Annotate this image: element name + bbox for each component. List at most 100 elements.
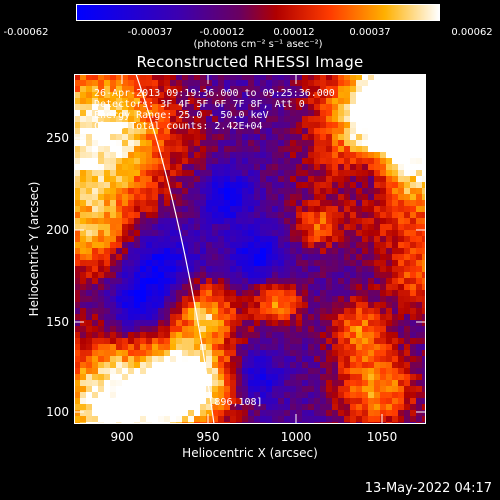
image-pixel: [314, 314, 321, 321]
image-pixel: [80, 338, 87, 345]
image-pixel: [362, 290, 369, 297]
image-pixel: [422, 344, 426, 351]
image-pixel: [104, 416, 111, 423]
image-pixel: [230, 314, 237, 321]
image-pixel: [122, 314, 129, 321]
image-pixel: [224, 290, 231, 297]
image-pixel: [206, 404, 213, 411]
image-pixel: [206, 206, 213, 213]
image-pixel: [242, 146, 249, 153]
image-pixel: [158, 116, 165, 123]
image-pixel: [188, 380, 195, 387]
image-pixel: [236, 236, 243, 243]
image-pixel: [386, 254, 393, 261]
image-pixel: [230, 332, 237, 339]
image-pixel: [176, 122, 183, 129]
image-pixel: [338, 248, 345, 255]
image-pixel: [140, 212, 147, 219]
image-pixel: [290, 218, 297, 225]
image-pixel: [74, 98, 81, 105]
image-pixel: [158, 110, 165, 117]
image-pixel: [92, 368, 99, 375]
image-pixel: [422, 266, 426, 273]
image-pixel: [248, 410, 255, 417]
image-pixel: [188, 218, 195, 225]
image-pixel: [284, 362, 291, 369]
image-pixel: [398, 290, 405, 297]
image-pixel: [332, 128, 339, 135]
image-pixel: [230, 140, 237, 147]
image-pixel: [224, 380, 231, 387]
image-pixel: [116, 326, 123, 333]
image-pixel: [416, 320, 423, 327]
image-pixel: [368, 290, 375, 297]
image-pixel: [344, 104, 351, 111]
image-pixel: [74, 152, 81, 159]
image-pixel: [338, 86, 345, 93]
image-pixel: [350, 272, 357, 279]
image-pixel: [326, 260, 333, 267]
image-pixel: [194, 404, 201, 411]
image-pixel: [194, 86, 201, 93]
image-pixel: [284, 344, 291, 351]
image-pixel: [176, 380, 183, 387]
image-pixel: [302, 290, 309, 297]
image-pixel: [194, 230, 201, 237]
image-pixel: [350, 416, 357, 423]
image-pixel: [140, 200, 147, 207]
image-pixel: [122, 110, 129, 117]
image-pixel: [278, 104, 285, 111]
image-pixel: [170, 254, 177, 261]
image-pixel: [212, 332, 219, 339]
image-pixel: [398, 248, 405, 255]
image-pixel: [92, 122, 99, 129]
image-pixel: [170, 344, 177, 351]
image-pixel: [326, 92, 333, 99]
image-pixel: [410, 332, 417, 339]
image-pixel: [332, 392, 339, 399]
image-pixel: [170, 164, 177, 171]
image-pixel: [416, 308, 423, 315]
image-pixel: [314, 188, 321, 195]
image-pixel: [176, 236, 183, 243]
image-pixel: [128, 296, 135, 303]
image-pixel: [242, 308, 249, 315]
image-pixel: [182, 242, 189, 249]
image-pixel: [260, 392, 267, 399]
image-pixel: [128, 146, 135, 153]
image-pixel: [404, 308, 411, 315]
image-pixel: [410, 206, 417, 213]
image-pixel: [344, 158, 351, 165]
image-pixel: [302, 254, 309, 261]
image-pixel: [212, 368, 219, 375]
image-pixel: [206, 392, 213, 399]
image-pixel: [338, 134, 345, 141]
image-pixel: [140, 266, 147, 273]
image-pixel: [134, 326, 141, 333]
image-pixel: [302, 122, 309, 129]
image-pixel: [110, 80, 117, 87]
image-pixel: [128, 242, 135, 249]
image-pixel: [422, 110, 426, 117]
image-pixel: [146, 170, 153, 177]
image-pixel: [374, 236, 381, 243]
image-pixel: [134, 128, 141, 135]
image-pixel: [188, 332, 195, 339]
image-pixel: [74, 296, 81, 303]
image-pixel: [296, 410, 303, 417]
image-pixel: [284, 386, 291, 393]
image-pixel: [236, 308, 243, 315]
image-pixel: [122, 218, 129, 225]
image-pixel: [368, 272, 375, 279]
image-pixel: [296, 176, 303, 183]
image-pixel: [140, 110, 147, 117]
image-pixel: [410, 182, 417, 189]
image-pixel: [80, 314, 87, 321]
image-pixel: [272, 134, 279, 141]
image-pixel: [272, 128, 279, 135]
image-pixel: [308, 242, 315, 249]
image-pixel: [308, 122, 315, 129]
image-pixel: [386, 410, 393, 417]
image-pixel: [338, 92, 345, 99]
image-pixel: [266, 194, 273, 201]
